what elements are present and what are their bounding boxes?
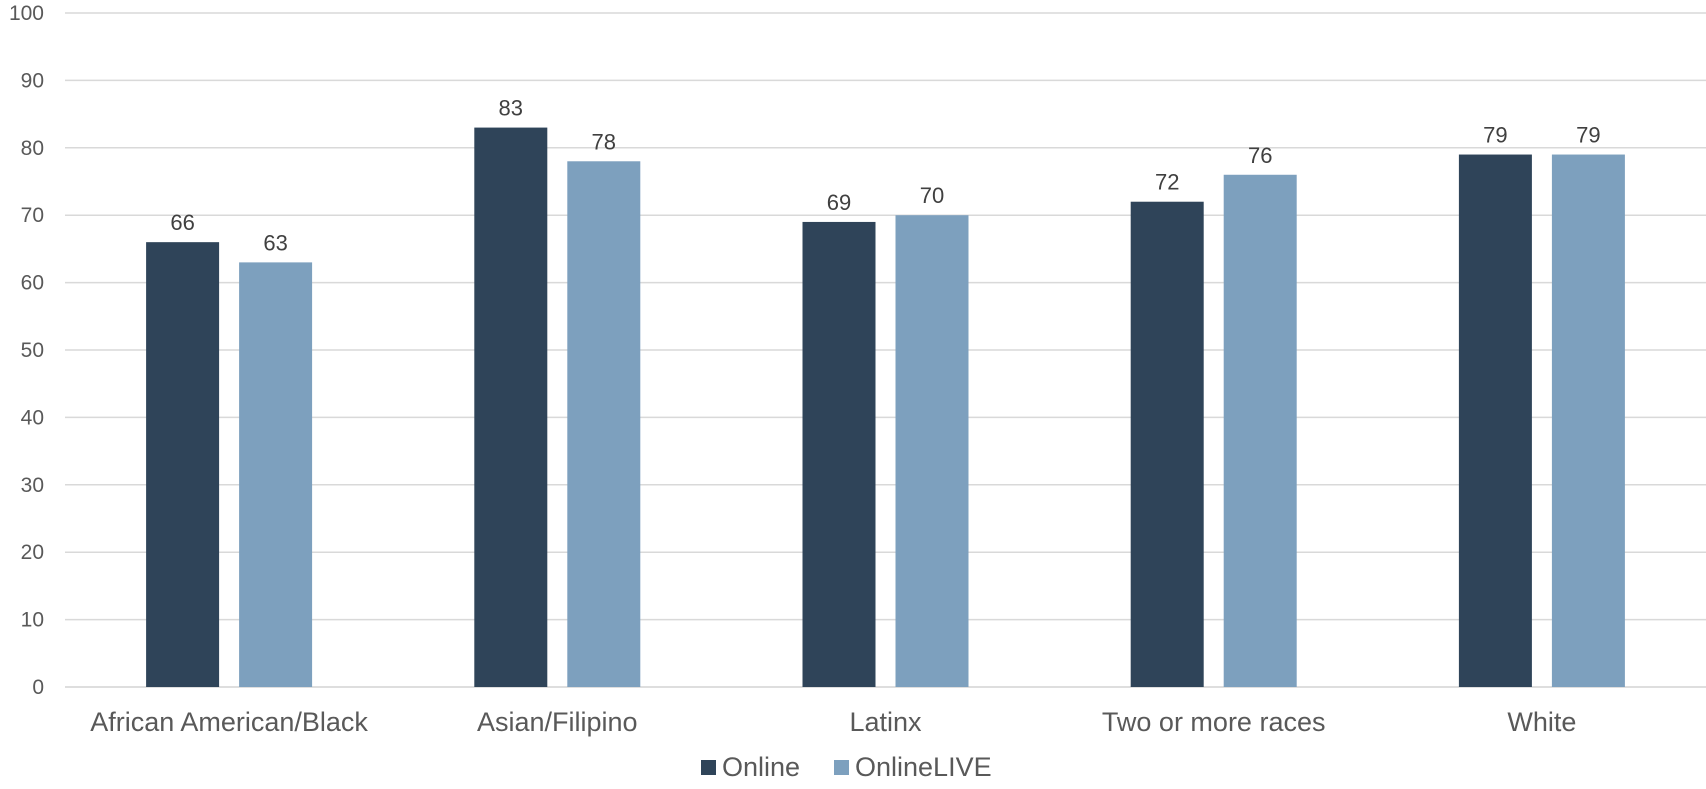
- data-label: 66: [170, 210, 194, 235]
- y-tick-label: 20: [21, 541, 44, 564]
- x-category-label: Latinx: [849, 707, 922, 737]
- bar-online-4: [1130, 201, 1204, 687]
- bars: [146, 127, 1625, 688]
- legend-label: OnlineLIVE: [855, 752, 992, 782]
- bar-online-3: [802, 221, 876, 687]
- y-tick-label: 100: [9, 2, 44, 25]
- bar-onlinelive-1: [239, 262, 313, 687]
- data-label: 79: [1576, 123, 1600, 148]
- bar-online-2: [474, 127, 548, 687]
- bar-onlinelive-5: [1551, 154, 1625, 688]
- y-tick-label: 80: [21, 137, 44, 160]
- y-tick-label: 10: [21, 609, 44, 632]
- data-label: 78: [592, 129, 616, 154]
- x-category-label: African American/Black: [90, 707, 368, 737]
- y-tick-label: 70: [21, 204, 44, 227]
- x-category-label: White: [1507, 707, 1576, 737]
- gridlines: [65, 12, 1706, 688]
- legend-label: Online: [722, 752, 800, 782]
- x-category-label: Two or more races: [1102, 707, 1326, 737]
- x-axis-category-labels: African American/Black Asian/Filipino Lati…: [90, 707, 1576, 737]
- y-tick-label: 50: [21, 339, 44, 362]
- legend: Online OnlineLIVE: [701, 752, 992, 782]
- data-labels: 66 63 83 78 69 70 72 76 79 79: [170, 96, 1600, 256]
- data-label: 76: [1248, 143, 1272, 168]
- data-label: 79: [1483, 123, 1507, 148]
- bar-onlinelive-4: [1223, 174, 1297, 687]
- legend-swatch-online: [701, 760, 716, 775]
- legend-swatch-onlinelive: [834, 760, 849, 775]
- y-axis-tick-labels: 0 10 20 30 40 50 60 70 80 90 100: [9, 2, 44, 699]
- x-category-label: Asian/Filipino: [477, 707, 638, 737]
- data-label: 70: [920, 183, 944, 208]
- y-tick-label: 30: [21, 474, 44, 497]
- data-label: 83: [499, 96, 523, 121]
- y-tick-label: 90: [21, 69, 44, 92]
- bar-onlinelive-3: [895, 215, 969, 687]
- y-tick-label: 0: [32, 676, 44, 699]
- bar-online-1: [146, 242, 220, 687]
- y-tick-label: 60: [21, 272, 44, 295]
- bar-onlinelive-2: [567, 161, 641, 687]
- y-tick-label: 40: [21, 406, 44, 429]
- bar-online-5: [1458, 154, 1532, 688]
- data-label: 72: [1155, 170, 1179, 195]
- data-label: 63: [263, 230, 287, 255]
- data-label: 69: [827, 190, 851, 215]
